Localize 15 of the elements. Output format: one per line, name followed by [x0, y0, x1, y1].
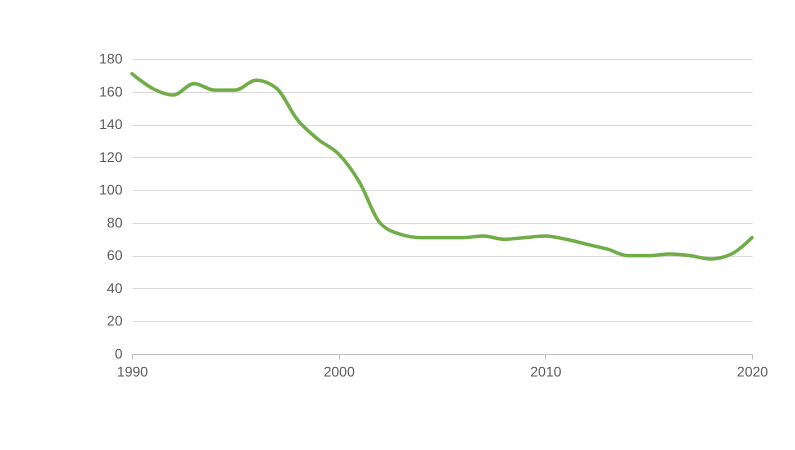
y-tick-label: 80 [106, 214, 123, 230]
y-tick-label: 160 [99, 83, 123, 100]
line-series [130, 72, 754, 261]
y-tick-label: 40 [106, 280, 123, 296]
y-tick-label: 100 [99, 182, 123, 198]
y-tick-label: 180 [99, 50, 123, 66]
x-tick-label: 2020 [736, 364, 768, 380]
y-tick-label: 60 [106, 247, 123, 264]
x-tick-label: 1990 [116, 364, 148, 380]
y-tick-label: 0 [114, 346, 123, 362]
y-tick-label: 20 [106, 312, 123, 329]
x-tick-label: 2000 [324, 364, 355, 380]
y-tick-label: 120 [99, 148, 123, 165]
x-tick-label: 2010 [530, 364, 562, 380]
y-tick-label: 140 [99, 116, 123, 132]
